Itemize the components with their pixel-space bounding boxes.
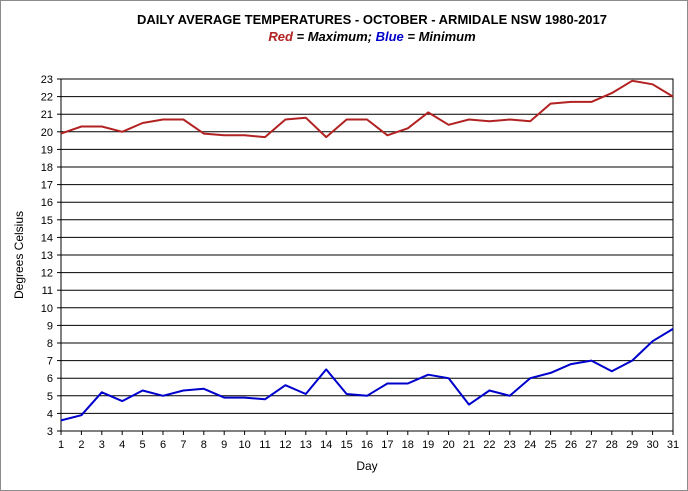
y-tick-label: 17	[41, 180, 53, 192]
y-tick-label: 15	[41, 215, 53, 227]
y-tick-label: 22	[41, 92, 53, 104]
x-tick-label: 31	[667, 439, 679, 451]
y-tick-label: 14	[41, 232, 53, 244]
x-tick-label: 16	[361, 439, 373, 451]
x-tick-label: 3	[99, 439, 105, 451]
y-tick-label: 3	[47, 426, 53, 438]
y-tick-label: 11	[42, 285, 53, 297]
y-tick-label: 8	[47, 338, 53, 350]
x-tick-label: 23	[504, 439, 516, 451]
x-tick-label: 5	[140, 439, 146, 451]
series-line-minimum	[60, 328, 674, 422]
y-tick-label: 7	[47, 356, 53, 368]
grid-lines	[61, 78, 673, 432]
x-tick-label: 25	[544, 439, 556, 451]
x-tick-label: 20	[442, 439, 454, 451]
y-tick-label: 19	[41, 144, 53, 156]
x-tick-label: 6	[160, 439, 166, 451]
x-tick-label: 22	[483, 439, 495, 451]
y-tick-labels: 3 4 5 6 7 8 9 10 11 12 13 14 15 16 17 18 19 20 21 22 23	[41, 74, 61, 438]
x-tick-label: 17	[381, 439, 393, 451]
subtitle-red-word: Red	[268, 29, 294, 44]
y-tick-label: 16	[41, 197, 53, 209]
y-tick-label: 23	[41, 74, 53, 86]
subtitle-red-rest: = Maximum;	[293, 29, 376, 44]
series-lines	[60, 79, 674, 422]
x-tick-label: 19	[422, 439, 434, 451]
y-tick-label: 4	[47, 408, 53, 420]
x-tick-label: 8	[201, 439, 207, 451]
y-axis-title: Degrees Celsius	[12, 211, 26, 299]
x-tick-label: 13	[300, 439, 312, 451]
subtitle-blue-rest: = Minimum	[404, 29, 476, 44]
x-tick-label: 28	[606, 439, 618, 451]
x-tick-label: 10	[238, 439, 250, 451]
x-tick-label: 24	[524, 439, 536, 451]
series-line-maximum	[60, 79, 674, 139]
x-tick-label: 29	[626, 439, 638, 451]
subtitle-blue-word: Blue	[376, 29, 404, 44]
x-tick-label: 12	[279, 439, 291, 451]
y-tick-label: 20	[41, 127, 53, 139]
x-tick-label: 18	[402, 439, 414, 451]
y-tick-label: 9	[47, 320, 53, 332]
chart-title: DAILY AVERAGE TEMPERATURES - OCTOBER - A…	[137, 12, 607, 27]
chart-subtitle: Red = Maximum; Blue = Minimum	[268, 29, 476, 44]
x-tick-label: 30	[646, 439, 658, 451]
y-tick-label: 5	[47, 391, 53, 403]
x-tick-labels: 1 2 3 4 5 6 7 8 9 10 11 12 13 14 15 16 17 18 19 20 21 22 23 24 2…	[58, 431, 679, 451]
x-tick-label: 14	[320, 439, 332, 451]
x-tick-label: 2	[78, 439, 84, 451]
x-tick-label: 1	[58, 439, 64, 451]
x-tick-label: 15	[340, 439, 352, 451]
y-tick-label: 10	[41, 303, 53, 315]
x-tick-label: 26	[565, 439, 577, 451]
y-tick-label: 6	[47, 373, 53, 385]
x-tick-label: 7	[180, 439, 186, 451]
x-tick-label: 4	[119, 439, 125, 451]
x-tick-label: 21	[463, 439, 475, 451]
x-axis-title: Day	[356, 459, 377, 473]
y-tick-label: 21	[41, 109, 53, 121]
x-tick-label: 11	[259, 439, 270, 451]
y-tick-label: 18	[41, 162, 53, 174]
y-tick-label: 13	[41, 250, 53, 262]
y-tick-label: 12	[41, 268, 53, 280]
x-tick-label: 27	[585, 439, 597, 451]
x-tick-label: 9	[221, 439, 227, 451]
